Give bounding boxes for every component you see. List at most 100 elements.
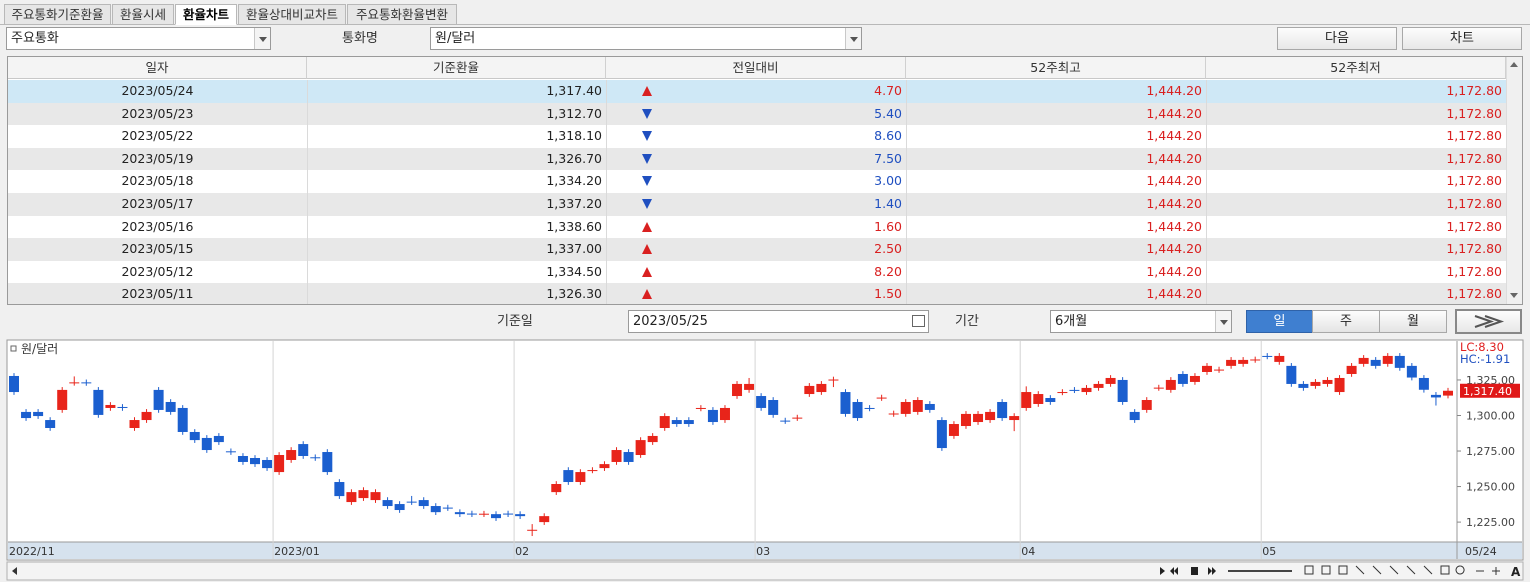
table-row[interactable] [8, 260, 1506, 284]
candle-body [635, 440, 646, 456]
go-button[interactable] [1455, 309, 1522, 334]
table-row[interactable] [8, 238, 1506, 261]
tool-icon[interactable]: A [1511, 565, 1521, 579]
tab[interactable]: 주요통화환율변환 [347, 4, 457, 25]
cell-date: 2023/05/24 [121, 83, 194, 98]
table-row[interactable] [8, 147, 1506, 171]
candle-body [45, 420, 56, 429]
candle-body [1406, 365, 1417, 378]
interval-button[interactable]: 일 [1246, 310, 1313, 333]
period-select[interactable]: 6개월 [1050, 310, 1232, 333]
table-row[interactable] [8, 283, 1506, 304]
table-row[interactable] [8, 193, 1506, 216]
column-divider [906, 193, 907, 216]
candle-body [1201, 365, 1212, 372]
candle-body [563, 470, 574, 483]
chart-button[interactable]: 차트 [1402, 27, 1522, 50]
y-tick-label: 1,250.00 [1466, 481, 1515, 494]
dropdown-arrow [845, 28, 861, 49]
column-divider [606, 260, 607, 284]
group-select-text: 주요통화 [11, 31, 59, 46]
column-divider [1206, 80, 1207, 103]
candle-body [671, 420, 682, 425]
interval-button[interactable]: 주 [1312, 310, 1380, 333]
cell-change: 4.70 [874, 83, 902, 98]
candle-body [1165, 379, 1176, 390]
scrollbar[interactable] [1506, 57, 1522, 304]
candle-body [430, 506, 441, 513]
x-tick-label: 04 [1021, 545, 1035, 558]
cell-change: 8.20 [874, 263, 902, 279]
cell-date: 2023/05/17 [121, 196, 194, 211]
calendar-icon[interactable] [912, 315, 925, 327]
scrollbar[interactable] [6, 561, 1524, 581]
candle-body [756, 396, 767, 408]
column-divider [906, 102, 907, 126]
candle-body [1274, 355, 1285, 362]
table-row[interactable] [8, 170, 1506, 193]
candle-body [575, 472, 586, 483]
cell-rate: 1,334.20 [546, 173, 602, 189]
candle-body [707, 409, 718, 423]
cell-change: 1.50 [874, 286, 902, 302]
candle-body [93, 389, 104, 415]
tab[interactable]: 환율시세 [112, 4, 174, 25]
candle-body [394, 504, 405, 511]
candle-body [1009, 416, 1020, 421]
group-select[interactable]: 주요통화 [6, 27, 271, 50]
candle-body [888, 413, 899, 415]
column-divider [307, 102, 308, 126]
candle-body [418, 500, 429, 507]
direction-arrow [642, 108, 652, 119]
scroll-down[interactable] [1510, 293, 1518, 298]
candle-body [1105, 377, 1116, 384]
cell-low52: 1,172.80 [1446, 83, 1502, 98]
scroll-up[interactable] [1510, 62, 1518, 67]
tab[interactable]: 환율차트 [175, 4, 237, 25]
candle-body [1250, 359, 1261, 361]
interval-button[interactable]: 월 [1379, 310, 1447, 333]
candle-body [1033, 394, 1044, 404]
cell-change: 8.60 [874, 128, 902, 144]
table-row[interactable] [8, 125, 1506, 148]
table-row[interactable] [8, 80, 1506, 103]
tool-icons[interactable] [1304, 565, 1500, 575]
tab[interactable]: 주요통화기준환율 [4, 4, 111, 25]
cell-low52: 1,172.80 [1446, 196, 1502, 211]
column-divider [606, 125, 607, 148]
candle-body [1262, 355, 1273, 357]
candle-body [334, 482, 345, 497]
cell-low52: 1,172.80 [1446, 241, 1502, 257]
candle-body [1069, 389, 1080, 391]
candle-body [466, 513, 477, 515]
cell-date: 2023/05/18 [121, 173, 194, 189]
column-divider [906, 80, 907, 103]
next-button[interactable]: 다음 [1277, 27, 1397, 50]
cell-low52: 1,172.80 [1446, 128, 1502, 144]
date-input[interactable]: 2023/05/25 [628, 310, 929, 333]
table-row[interactable] [8, 102, 1506, 126]
candle-body [491, 514, 502, 519]
scroll-left[interactable] [12, 567, 17, 575]
candle-body [792, 417, 803, 419]
direction-arrow [642, 153, 652, 164]
currency-select[interactable]: 원/달러 [430, 27, 862, 50]
candle-body [9, 375, 19, 393]
candle-body [262, 459, 273, 469]
date-input-text: 2023/05/25 [633, 314, 708, 329]
cell-change: 1.40 [874, 196, 902, 211]
scroll-controls[interactable] [1160, 567, 1216, 575]
x-tick-label: 05 [1262, 545, 1276, 558]
candle-body [1443, 390, 1453, 396]
candle-body [346, 492, 357, 503]
tab[interactable]: 환율상대비교차트 [238, 4, 346, 25]
table-row[interactable] [8, 215, 1506, 239]
candle-body [1189, 375, 1200, 382]
cell-date: 2023/05/11 [121, 286, 194, 302]
currency-select-text: 원/달러 [435, 31, 476, 46]
candle-body [900, 401, 911, 414]
candle-body [828, 379, 839, 381]
candle-body [985, 411, 996, 421]
column-divider [906, 260, 907, 284]
candle-body [936, 420, 947, 449]
